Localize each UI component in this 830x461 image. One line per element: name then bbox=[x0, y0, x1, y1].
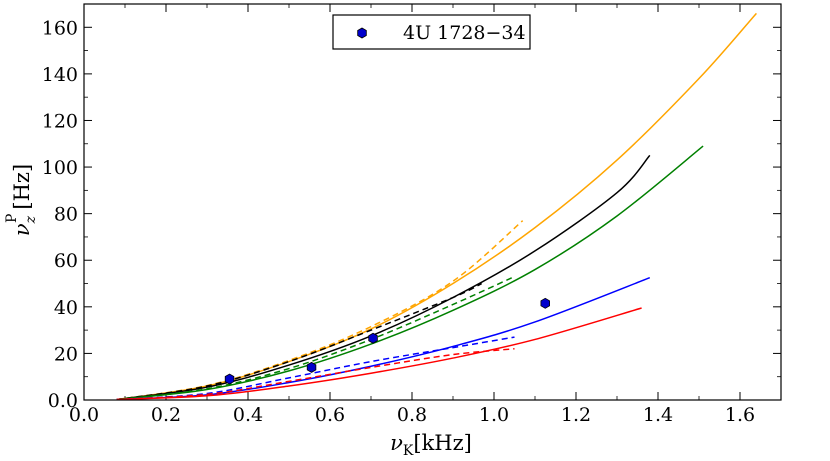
y-tick-labels: 0.0 20 40 60 80 100 120 140 160 bbox=[42, 17, 78, 412]
series-orange-solid bbox=[116, 12, 757, 401]
x-tick-label: 0.2 bbox=[151, 404, 181, 426]
x-tick-label: 0.8 bbox=[397, 404, 427, 426]
series-blue-solid bbox=[116, 277, 651, 401]
x-tick-label: 0.4 bbox=[233, 404, 263, 426]
data-point bbox=[540, 297, 550, 309]
x-tick-label: 1.2 bbox=[561, 404, 591, 426]
series-green-dashed bbox=[116, 275, 515, 401]
y-tick-label: 60 bbox=[54, 250, 78, 272]
y-tick-label: 80 bbox=[54, 204, 78, 226]
legend-marker bbox=[357, 27, 367, 39]
x-tick-label: 0.0 bbox=[69, 404, 99, 426]
legend-label: 4U 1728−34 bbox=[403, 22, 526, 44]
y-tick-label: 20 bbox=[54, 343, 78, 365]
series-black-solid bbox=[116, 154, 651, 401]
series-lines bbox=[116, 12, 757, 401]
x-tick-label: 0.6 bbox=[315, 404, 345, 426]
data-points bbox=[224, 297, 550, 385]
y-tick-label: 0.0 bbox=[48, 390, 78, 412]
data-point bbox=[224, 373, 235, 385]
x-tick-label: 1.4 bbox=[643, 404, 673, 426]
x-axis-label: νK[kHz] bbox=[390, 431, 472, 459]
series-black-dashed bbox=[116, 282, 483, 401]
series-blue-dashed bbox=[116, 336, 515, 401]
legend: 4U 1728−34 bbox=[332, 14, 531, 50]
tick-marks bbox=[83, 4, 782, 401]
x-tick-labels: 0.0 0.2 0.4 0.6 0.8 1.0 1.2 1.4 1.6 bbox=[69, 404, 755, 426]
series-orange-dashed bbox=[116, 220, 524, 401]
x-tick-label: 1.0 bbox=[479, 404, 509, 426]
x-tick-label: 1.6 bbox=[725, 404, 755, 426]
series-red-solid bbox=[116, 307, 642, 401]
y-tick-label: 40 bbox=[54, 297, 78, 319]
series-green-solid bbox=[116, 145, 704, 401]
y-tick-label: 100 bbox=[42, 157, 78, 179]
plot-frame bbox=[83, 3, 782, 401]
y-axis-label: νzP[Hz] bbox=[4, 164, 39, 236]
data-point bbox=[368, 332, 378, 344]
y-tick-label: 160 bbox=[42, 17, 78, 39]
y-tick-label: 120 bbox=[42, 110, 78, 132]
data-point bbox=[306, 361, 317, 373]
y-tick-label: 140 bbox=[42, 64, 78, 86]
